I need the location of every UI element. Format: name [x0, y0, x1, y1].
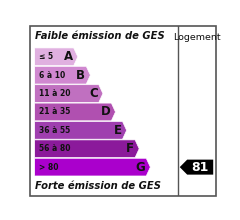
Polygon shape — [35, 158, 150, 176]
Text: G: G — [136, 161, 145, 174]
Text: B: B — [76, 69, 85, 82]
Text: E: E — [114, 124, 122, 137]
Text: C: C — [89, 87, 98, 100]
Text: 21 à 35: 21 à 35 — [39, 107, 71, 116]
Text: 56 à 80: 56 à 80 — [39, 144, 71, 153]
Polygon shape — [35, 85, 103, 103]
Text: Faible émission de GES: Faible émission de GES — [35, 31, 164, 41]
Polygon shape — [35, 140, 139, 158]
Text: Forte émission de GES: Forte émission de GES — [35, 182, 161, 191]
Text: A: A — [64, 50, 73, 63]
Text: > 80: > 80 — [39, 163, 59, 172]
Text: ≤ 5: ≤ 5 — [39, 52, 54, 61]
Polygon shape — [35, 121, 127, 139]
Text: 6 à 10: 6 à 10 — [39, 71, 66, 80]
Text: F: F — [126, 142, 134, 155]
Polygon shape — [35, 103, 115, 121]
Polygon shape — [35, 48, 78, 66]
Text: D: D — [101, 105, 110, 118]
Polygon shape — [35, 66, 90, 84]
Text: 36 à 55: 36 à 55 — [39, 126, 71, 135]
Text: 81: 81 — [192, 161, 209, 174]
Text: Logement: Logement — [173, 33, 221, 42]
Text: 11 à 20: 11 à 20 — [39, 89, 71, 98]
Polygon shape — [180, 160, 213, 175]
